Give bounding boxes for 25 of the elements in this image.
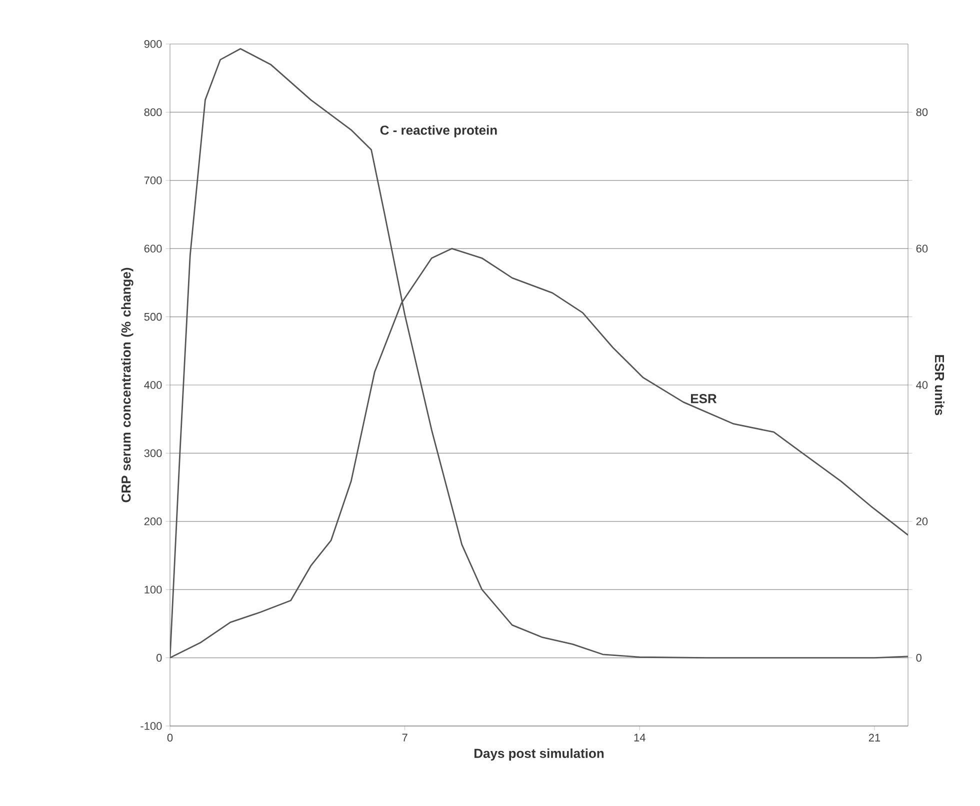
y-tick-label: 200 [144,518,162,526]
y-tick-label: 600 [144,244,162,252]
y2-tick-label: 0 [916,654,922,662]
y2-tick-label: 40 [916,381,928,389]
series-label: C - reactive protein [380,125,497,138]
x-axis-title: Days post simulation [474,748,604,761]
y2-tick-label: 20 [916,518,928,526]
y-tick-label: 0 [156,654,162,662]
y-tick-label: 500 [144,312,162,321]
y2-tick-label: 80 [916,108,928,116]
x-tick-label: 14 [634,734,646,742]
y-tick-label: 400 [144,381,162,389]
series-label: ESR [691,394,717,404]
y-tick-label: 300 [144,449,162,458]
y-tick-label: 900 [144,40,162,48]
y-tick-label: 100 [144,586,162,594]
y-tick-label: -100 [140,722,162,730]
y-axis-title: CRP serum concentration (% change) [121,268,134,502]
y-tick-label: 800 [144,108,162,116]
x-tick-label: 21 [868,734,880,742]
y-tick-label: 700 [144,176,162,184]
x-tick-label: 0 [167,734,173,742]
y2-axis-title: ESR units [934,355,944,416]
y2-tick-label: 60 [916,244,928,252]
x-tick-label: 7 [402,734,408,742]
